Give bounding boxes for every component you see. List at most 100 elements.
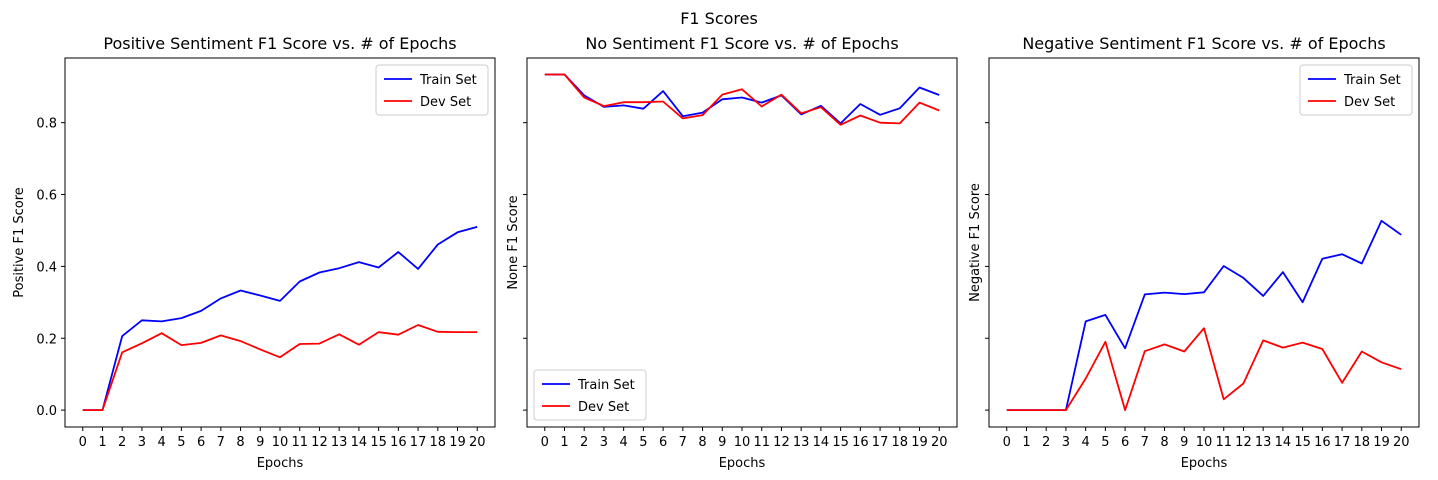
x-tick-label: 0 (541, 435, 549, 450)
x-axis-label-none: Epochs (719, 456, 766, 471)
y-axis-label-negative: Negative F1 Score (968, 183, 983, 302)
x-tick-label: 16 (390, 435, 407, 450)
x-tick-label: 20 (931, 435, 948, 450)
y-axis-label-none: None F1 Score (506, 195, 521, 289)
x-tick-label: 7 (1141, 435, 1149, 450)
x-tick-label: 11 (291, 435, 308, 450)
x-tick-label: 10 (734, 435, 751, 450)
legend-label: Train Set (1343, 73, 1401, 88)
subplot-title-none: No Sentiment F1 Score vs. # of Epochs (585, 34, 898, 53)
x-tick-label: 17 (410, 435, 427, 450)
x-tick-label: 5 (1101, 435, 1109, 450)
x-tick-label: 2 (1042, 435, 1050, 450)
x-tick-label: 14 (1275, 435, 1292, 450)
x-tick-label: 4 (1082, 435, 1090, 450)
x-tick-label: 8 (698, 435, 706, 450)
x-tick-label: 8 (236, 435, 244, 450)
legend-label: Train Set (419, 73, 477, 88)
legend-label: Train Set (577, 378, 635, 393)
x-tick-label: 19 (449, 435, 466, 450)
x-tick-label: 2 (118, 435, 126, 450)
x-tick-label: 20 (469, 435, 486, 450)
x-tick-label: 6 (1121, 435, 1129, 450)
plot-frame (526, 57, 958, 428)
x-tick-label: 1 (98, 435, 106, 450)
x-tick-label: 3 (1062, 435, 1070, 450)
x-tick-label: 7 (217, 435, 225, 450)
plot-frame (64, 57, 496, 428)
x-tick-label: 4 (620, 435, 628, 450)
series-line-dev-set (82, 324, 478, 412)
x-tick-label: 20 (1393, 435, 1410, 450)
x-tick-label: 18 (430, 435, 447, 450)
legend-box (375, 64, 489, 116)
series-line-train-set (544, 73, 940, 125)
series-line-train-set (82, 226, 478, 412)
x-tick-label: 18 (892, 435, 909, 450)
plot-frame (988, 57, 1420, 428)
x-tick-label: 9 (256, 435, 264, 450)
x-tick-label: 15 (1294, 435, 1311, 450)
legend-none: Train Set Dev Set (533, 369, 647, 421)
x-tick-label: 10 (1196, 435, 1213, 450)
legend-positive: Train Set Dev Set (375, 64, 489, 116)
x-axis-label-positive: Epochs (257, 456, 304, 471)
x-tick-label: 3 (600, 435, 608, 450)
x-tick-label: 8 (1160, 435, 1168, 450)
x-tick-label: 0 (1003, 435, 1011, 450)
x-tick-label: 15 (370, 435, 387, 450)
y-tick-label: 0.0 (36, 404, 57, 419)
x-tick-label: 1 (1022, 435, 1030, 450)
x-tick-label: 11 (753, 435, 770, 450)
y-tick-label: 0.6 (36, 189, 57, 204)
legend-box (533, 369, 647, 421)
x-tick-label: 14 (351, 435, 368, 450)
series-line-train-set (1006, 219, 1402, 412)
x-tick-label: 7 (679, 435, 687, 450)
x-tick-label: 12 (311, 435, 328, 450)
x-tick-label: 16 (1314, 435, 1331, 450)
x-tick-label: 15 (832, 435, 849, 450)
x-tick-label: 14 (813, 435, 830, 450)
subplot-title-negative: Negative Sentiment F1 Score vs. # of Epo… (1022, 34, 1385, 53)
x-tick-label: 19 (1373, 435, 1390, 450)
x-tick-label: 10 (272, 435, 289, 450)
legend-label: Dev Set (1344, 95, 1395, 110)
x-tick-label: 6 (197, 435, 205, 450)
subplot-title-positive: Positive Sentiment F1 Score vs. # of Epo… (103, 34, 456, 53)
legend-label: Dev Set (420, 95, 471, 110)
series-line-dev-set (544, 73, 940, 126)
x-tick-label: 12 (773, 435, 790, 450)
x-tick-label: 17 (1334, 435, 1351, 450)
y-axis-label-positive: Positive F1 Score (12, 187, 27, 298)
x-tick-label: 4 (158, 435, 166, 450)
x-tick-label: 9 (718, 435, 726, 450)
x-tick-label: 0 (79, 435, 87, 450)
subplots: Positive Sentiment F1 Score vs. # of Epo… (12, 34, 1420, 471)
legend-box (1299, 64, 1413, 116)
x-tick-label: 19 (911, 435, 928, 450)
y-tick-label: 0.8 (36, 117, 57, 132)
x-tick-label: 16 (852, 435, 869, 450)
x-tick-label: 5 (639, 435, 647, 450)
x-tick-label: 13 (331, 435, 348, 450)
y-tick-label: 0.2 (36, 332, 57, 347)
subplot-none: No Sentiment F1 Score vs. # of Epochs 0 1 2… (506, 34, 958, 471)
x-tick-label: 12 (1235, 435, 1252, 450)
x-tick-label: 5 (177, 435, 185, 450)
x-tick-label: 13 (1255, 435, 1272, 450)
x-tick-label: 18 (1354, 435, 1371, 450)
x-tick-label: 13 (793, 435, 810, 450)
legend-label: Dev Set (578, 400, 629, 415)
x-tick-label: 17 (872, 435, 889, 450)
y-tick-label: 0.4 (36, 260, 57, 275)
series-line-dev-set (1006, 327, 1402, 412)
x-tick-label: 11 (1215, 435, 1232, 450)
x-tick-label: 2 (580, 435, 588, 450)
subplot-negative: Negative Sentiment F1 Score vs. # of Epo… (968, 34, 1420, 471)
x-tick-label: 9 (1180, 435, 1188, 450)
x-tick-label: 3 (138, 435, 146, 450)
x-tick-label: 6 (659, 435, 667, 450)
